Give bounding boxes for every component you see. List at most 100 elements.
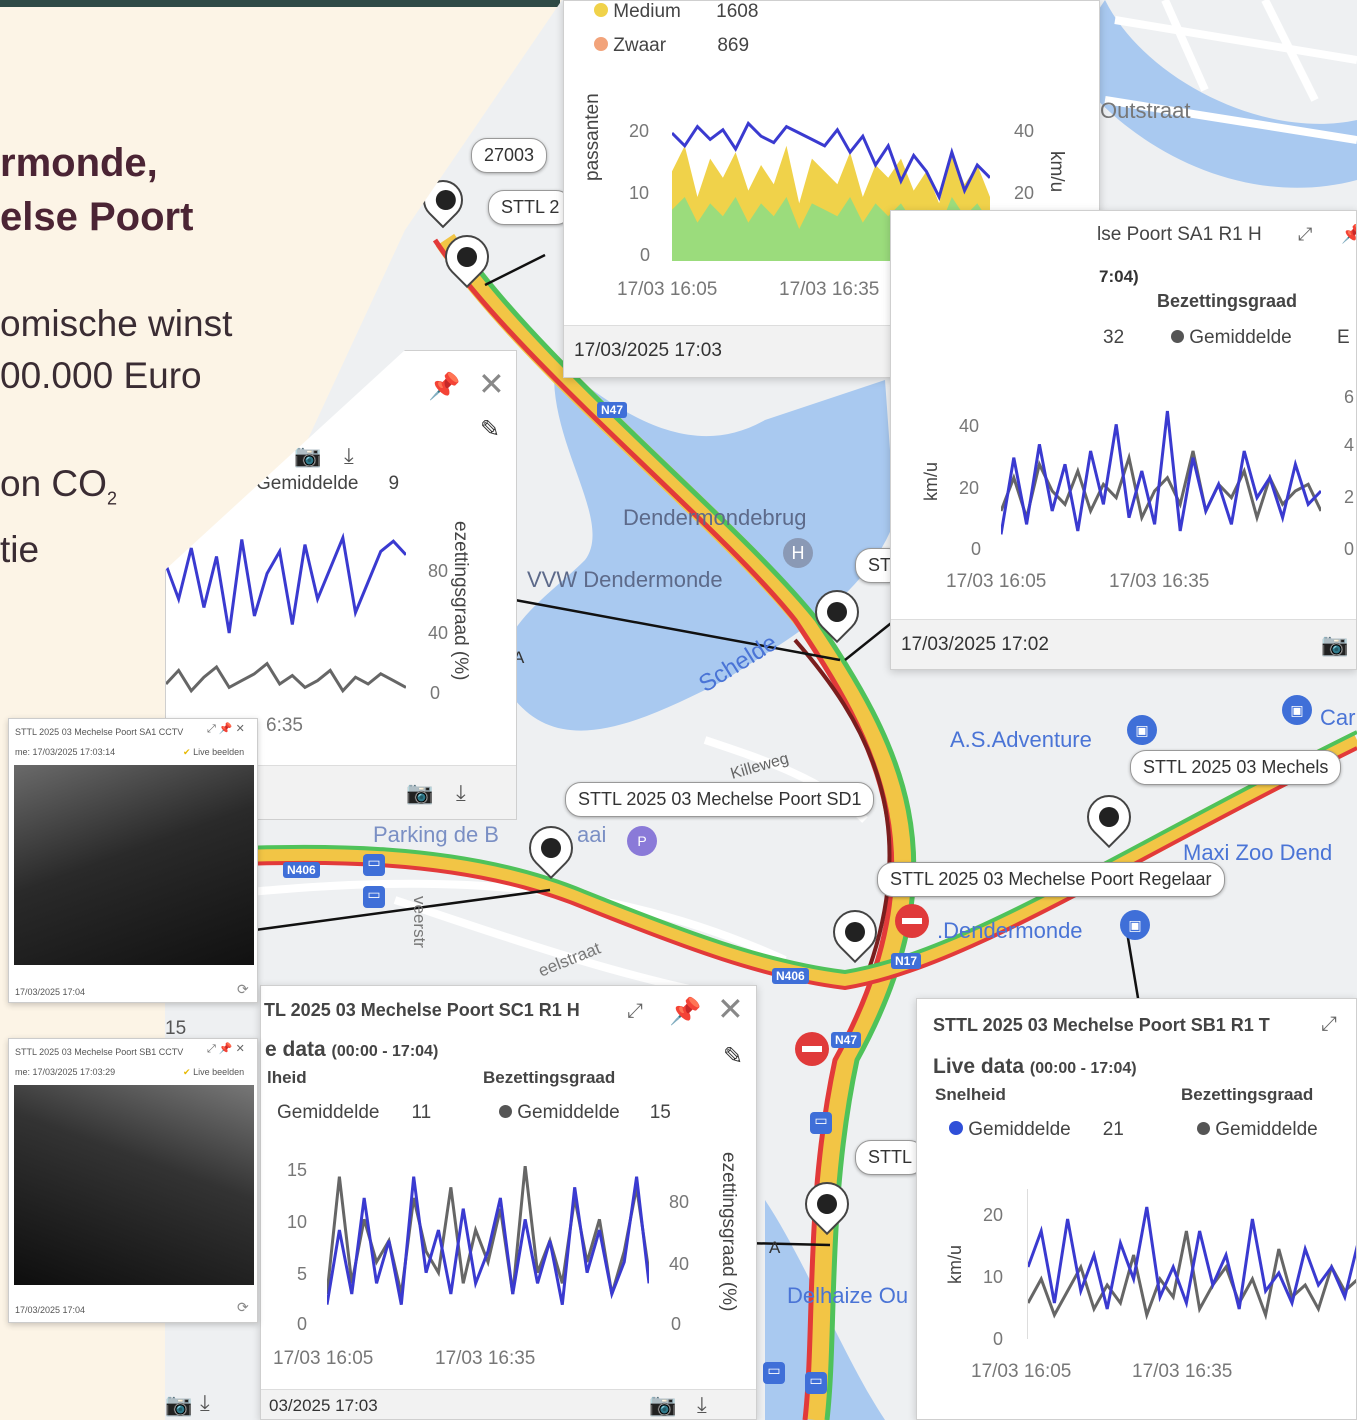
chart-occupancy-left <box>166 532 406 694</box>
y-tick-0: 0 <box>971 539 982 559</box>
detector-panel-sa1[interactable]: lse Poort SA1 R1 H ⤢ 📌 7:04) Bezettingsg… <box>890 210 1357 670</box>
x-tick-1605: 17/03 16:05 <box>946 571 1047 592</box>
callout-sd1[interactable]: STTL 2025 03 Mechelse Poort SD1 <box>565 782 875 817</box>
callout-regelaar[interactable]: STTL 2025 03 Mechelse Poort Regelaar <box>877 862 1225 897</box>
river-water <box>503 360 895 731</box>
bus-stop-icon-2[interactable]: ▭ <box>363 886 385 908</box>
pin-icon[interactable]: 📌 <box>669 996 702 1026</box>
pin-icon[interactable]: 📌 <box>1341 224 1356 245</box>
benefit-line-3: on CO2 <box>0 463 117 509</box>
y-axis-label: km/u <box>945 1244 965 1284</box>
bus-stop-icon-4[interactable]: ▭ <box>763 1362 785 1384</box>
camera-timestamp: 17/03/2025 17:04 <box>15 1305 86 1315</box>
camera-icon[interactable]: 📷 <box>406 780 434 805</box>
river-water-north <box>1065 0 1357 188</box>
series-speed-line <box>1001 410 1321 535</box>
live-view-toggle[interactable]: ✔ Live beelden <box>183 1067 245 1077</box>
edit-icon[interactable]: ✎ <box>480 416 501 443</box>
occupancy-header: Bezettingsgraad <box>483 1068 616 1087</box>
map-roads <box>165 0 1357 1420</box>
footer-timestamp: 17/03/2025 17:03 <box>574 340 722 361</box>
side-number: 15 <box>165 1018 187 1039</box>
x-tick-1635: 17/03 16:35 <box>779 279 880 300</box>
refresh-icon[interactable]: ⟳ <box>237 981 249 997</box>
live-view-toggle[interactable]: ✔ Live beelden <box>183 747 245 757</box>
camera-icon[interactable]: 📷 <box>1321 632 1349 657</box>
collapse-icon[interactable]: ⤢ <box>1298 224 1313 244</box>
page-headline: rmonde, else Poort <box>0 136 193 244</box>
occupancy-avg: Gemiddelde 15 <box>499 1102 671 1124</box>
collapse-icon[interactable]: ⤢ 📌 ✕ <box>207 723 245 735</box>
edit-icon[interactable]: ✎ <box>723 1043 744 1070</box>
y-tick-10: 10 <box>983 1267 1004 1287</box>
no-entry-icon[interactable] <box>895 904 929 938</box>
panel-title: lse Poort SA1 R1 H <box>1097 224 1262 245</box>
download-icon[interactable]: ⤓ <box>456 780 466 805</box>
x-tick-1635: 17/03 16:35 <box>1109 571 1210 592</box>
y-tick-right-0: 0 <box>671 1314 682 1334</box>
legend-dot-zwaar <box>594 37 608 51</box>
callout-sttl2[interactable]: STTL 2 <box>488 190 573 225</box>
shop-poi-icon-3[interactable]: ▣ <box>1120 910 1150 940</box>
map-label-vvw: VVW Dendermonde <box>527 567 723 592</box>
y-tick-right-40: 40 <box>669 1254 690 1274</box>
detector-panel-sb1[interactable]: STTL 2025 03 Mechelse Poort SB1 R1 T ⤢ L… <box>916 998 1357 1420</box>
close-icon[interactable]: ✕ <box>717 991 744 1027</box>
download-icon-left[interactable]: ⤓ <box>200 1390 210 1415</box>
co2-subscript: 2 <box>106 488 117 509</box>
y-axis-label-right: ezettingsgraad (%) <box>718 1152 739 1312</box>
bus-stop-icon[interactable]: ▭ <box>363 854 385 876</box>
refresh-icon[interactable]: ⟳ <box>237 1299 249 1315</box>
collapse-icon[interactable]: ⤢ <box>627 1000 643 1022</box>
download-icon[interactable]: ⤓ <box>697 1392 707 1417</box>
occupancy-avg: Gemiddelde <box>1171 327 1292 349</box>
callout-sttl[interactable]: STTL <box>855 1140 926 1175</box>
top-accent-bar <box>0 0 560 7</box>
parking-poi-icon[interactable]: P <box>627 826 657 856</box>
camera-icon[interactable]: 📷 <box>649 1392 677 1417</box>
collapse-icon[interactable]: ⤢ <box>1321 1013 1337 1035</box>
x-tick-1605: 17/03 16:05 <box>617 279 718 300</box>
road-shield-n47: N47 <box>597 402 628 418</box>
legend-dot-medium <box>594 3 608 17</box>
speed-avg: Gemiddelde 11 <box>277 1102 432 1123</box>
close-icon[interactable]: ✕ <box>478 366 505 402</box>
camera-icon-left[interactable]: 📷 <box>165 1392 193 1417</box>
legend-dot-gray <box>499 1105 512 1118</box>
occupancy-header: Bezettingsgraad <box>1157 291 1298 311</box>
detector-panel-passages[interactable]: Medium 1608 Zwaar 869 passanten km/u 20 … <box>563 0 1100 378</box>
y-tick-0: 0 <box>430 683 441 703</box>
right-tick-0: 0 <box>1344 539 1355 559</box>
check-icon: ✔ <box>183 1067 191 1077</box>
camera-panel-sa1[interactable]: STTL 2025 03 Mechelse Poort SA1 CCTV ⤢ 📌… <box>8 718 258 1003</box>
legend-medium: Medium 1608 <box>594 1 758 23</box>
shop-poi-icon-2[interactable]: ▣ <box>1282 695 1312 725</box>
bus-stop-icon-3[interactable]: ▭ <box>810 1112 832 1134</box>
map-label-dendermonde: .Dendermonde <box>937 918 1083 943</box>
collapse-icon[interactable]: ⤢ 📌 ✕ <box>207 1043 245 1055</box>
callout-27003[interactable]: 27003 <box>471 138 548 173</box>
panel-footer: 03/2025 17:03 📷 ⤓ <box>261 1389 756 1419</box>
callout-mechels[interactable]: STTL 2025 03 Mechels <box>1130 750 1342 785</box>
road-shield-n406: N406 <box>283 862 320 878</box>
y-tick-right-20: 20 <box>1014 183 1035 203</box>
hospital-poi-icon[interactable]: H <box>783 538 813 568</box>
detector-panel-sc1[interactable]: TL 2025 03 Mechelse Poort SC1 R1 H ⤢ 📌 ✕… <box>260 985 757 1420</box>
x-tick-1605: 17/03 16:05 <box>971 1361 1072 1382</box>
legend-dot-blue <box>949 1121 963 1135</box>
speed-avg-value: 32 <box>1103 327 1125 348</box>
no-entry-icon-2[interactable] <box>795 1032 829 1066</box>
y-tick-40: 40 <box>959 416 980 436</box>
camera-image-sa1 <box>14 765 254 965</box>
chart-speed-occupancy-sc1 <box>327 1166 649 1305</box>
camera-panel-sb1[interactable]: STTL 2025 03 Mechelse Poort SB1 CCTV ⤢ 📌… <box>8 1038 258 1323</box>
pin-icon[interactable]: 📌 <box>428 371 461 401</box>
camera-icon[interactable]: 📷 <box>294 443 322 468</box>
map-label-delhaize: Delhaize Ou <box>787 1283 909 1308</box>
series-occupancy-blue-line <box>166 532 406 634</box>
download-icon[interactable]: ⤓ <box>344 443 354 468</box>
chart-speed-sa1 <box>1001 410 1321 535</box>
shop-poi-icon[interactable]: ▣ <box>1127 715 1157 745</box>
bus-stop-icon-5[interactable]: ▭ <box>805 1372 827 1394</box>
camera-title: STTL 2025 03 Mechelse Poort SA1 CCTV <box>15 727 184 737</box>
